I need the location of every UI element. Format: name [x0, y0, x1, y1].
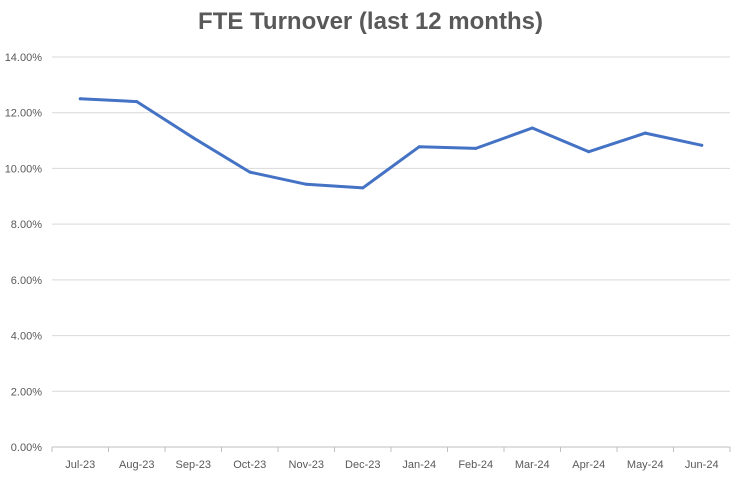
x-tick-label: Aug-23	[119, 459, 154, 471]
x-tick-label: Apr-24	[572, 459, 605, 471]
data-point	[304, 182, 308, 186]
data-point	[530, 126, 534, 130]
y-axis-ticks: 0.00% 2.00% 4.00% 6.00% 8.00% 10.00% 12.00% 14.…	[5, 52, 43, 454]
data-point	[587, 150, 591, 154]
x-axis-ticks: Jul-23 Aug-23 Sep-23 Oct-23 Nov-23 Dec-23 Jan-…	[51, 447, 731, 471]
data-point	[700, 143, 704, 147]
y-tick-label: 14.00%	[5, 52, 43, 64]
x-tick-label: May-24	[627, 459, 664, 471]
data-point	[643, 131, 647, 135]
data-point	[474, 146, 478, 150]
x-tick-label: Dec-23	[345, 459, 380, 471]
data-point	[248, 170, 252, 174]
x-tick-label: Jun-24	[685, 459, 719, 471]
x-tick-label: Feb-24	[458, 459, 493, 471]
y-tick-label: 12.00%	[5, 108, 43, 120]
y-tick-label: 10.00%	[5, 163, 43, 175]
data-point	[361, 186, 365, 190]
y-tick-label: 4.00%	[11, 331, 42, 343]
x-tick-label: Sep-23	[176, 459, 211, 471]
y-tick-label: 2.00%	[11, 386, 42, 398]
gridlines	[52, 56, 730, 448]
series-layer	[78, 97, 704, 190]
x-tick-label: Nov-23	[289, 459, 324, 471]
data-point	[78, 97, 82, 101]
data-point	[417, 145, 421, 149]
x-tick-label: Oct-23	[233, 459, 266, 471]
chart-title: FTE Turnover (last 12 months)	[198, 8, 543, 35]
data-point	[135, 100, 139, 104]
x-tick-label: Jul-23	[65, 459, 95, 471]
x-tick-label: Mar-24	[515, 459, 550, 471]
data-point	[191, 136, 195, 140]
y-tick-label: 8.00%	[11, 219, 42, 231]
series-line	[78, 97, 704, 190]
x-tick-label: Jan-24	[402, 459, 436, 471]
y-tick-label: 0.00%	[11, 442, 42, 454]
y-tick-label: 6.00%	[11, 275, 42, 287]
